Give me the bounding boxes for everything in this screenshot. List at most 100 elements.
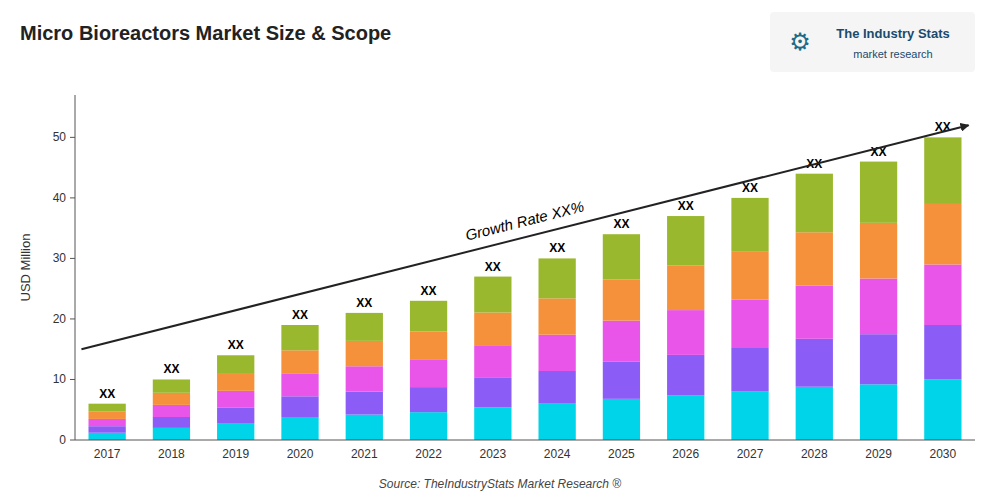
source: Source: TheIndustryStats Market Research… [379, 477, 621, 491]
growth-arrow [81, 125, 968, 349]
x-tick-label: 2024 [544, 447, 571, 461]
bar-segment [924, 137, 961, 204]
bar-segment [860, 223, 897, 279]
bar-segment [89, 433, 126, 440]
bar-segment [539, 258, 576, 298]
y-axis: 01020304050USD Million [18, 95, 75, 447]
bar-segment [410, 301, 447, 332]
x-tick-label: 2020 [287, 447, 314, 461]
bar-segment [474, 407, 511, 440]
x-tick-label: 2027 [737, 447, 764, 461]
x-tick-label: 2022 [415, 447, 442, 461]
bar-segment [796, 174, 833, 233]
bar-label: XX [485, 260, 501, 274]
bar-label: XX [549, 241, 565, 255]
bar-label: XX [228, 338, 244, 352]
y-tick-label: 50 [53, 130, 67, 144]
bar-segment [924, 325, 961, 379]
bar-segment [281, 396, 318, 417]
bars [89, 137, 962, 440]
bar-segment [731, 348, 768, 392]
bar-segment [89, 412, 126, 419]
title: Micro Bioreactors Market Size & Scope [20, 22, 391, 44]
y-tick-label: 30 [53, 251, 67, 265]
y-axis-label: USD Million [18, 234, 33, 302]
logo-box [770, 12, 975, 72]
bar-segment [281, 325, 318, 350]
bar-segment [474, 277, 511, 313]
bar-segment [860, 279, 897, 335]
bar-segment [474, 378, 511, 407]
x-tick-label: 2018 [158, 447, 185, 461]
bar-segment [860, 384, 897, 440]
x-tick-label: 2025 [608, 447, 635, 461]
bar-segment [217, 355, 254, 374]
bar-segment [281, 350, 318, 373]
bar-segment [796, 232, 833, 285]
x-tick-label: 2017 [94, 447, 121, 461]
bar-segment [346, 313, 383, 341]
bar-segment [924, 264, 961, 325]
bar-segment [346, 392, 383, 415]
y-tick-label: 10 [53, 372, 67, 386]
bar-segment [731, 392, 768, 440]
bar-segment [217, 391, 254, 408]
x-tick-label: 2028 [801, 447, 828, 461]
bar-segment [603, 399, 640, 440]
y-tick [70, 197, 75, 198]
bar-segment [217, 374, 254, 391]
growth-label: Growth Rate XX% [464, 197, 586, 243]
bar-segment [474, 345, 511, 378]
logo-icon: ⚙ [789, 28, 811, 56]
bar-segment [153, 379, 190, 392]
bar-segment [603, 234, 640, 279]
chart: Micro Bioreactors Market Size & Scope ⚙ Th… [0, 0, 1000, 500]
bar-segment [153, 417, 190, 428]
bar-segment [474, 313, 511, 346]
bar-segment [667, 395, 704, 440]
bar-segment [539, 335, 576, 371]
bar-segment [89, 419, 126, 426]
x-tick-label: 2019 [222, 447, 249, 461]
bar-segment [667, 265, 704, 310]
bar-segment [217, 408, 254, 423]
bar-segment [860, 162, 897, 223]
bar-label: XX [356, 296, 372, 310]
x-axis-line [75, 440, 975, 441]
x-tick-label: 2026 [672, 447, 699, 461]
y-axis-line [75, 95, 76, 440]
y-tick [70, 318, 75, 319]
bar-segment [153, 428, 190, 440]
logo-name: The Industry Stats [836, 26, 949, 41]
bar-segment [924, 379, 961, 440]
y-tick [70, 379, 75, 380]
bar-segment [667, 355, 704, 395]
bar-segment [281, 373, 318, 396]
bar-segment [603, 362, 640, 399]
bar-segment [796, 387, 833, 440]
bar-segment [346, 415, 383, 440]
x-tick-label: 2029 [865, 447, 892, 461]
bar-segment [667, 310, 704, 355]
bar-segment [603, 321, 640, 362]
bar-segment [410, 359, 447, 387]
bar-segment [153, 393, 190, 405]
bar-segment [731, 300, 768, 348]
y-tick [70, 440, 75, 441]
bar-segment [410, 387, 447, 412]
bar-label: XX [613, 217, 629, 231]
bar-segment [346, 366, 383, 391]
bar-segment [89, 426, 126, 433]
x-axis: 2017201820192020202120222023202420252026… [75, 440, 975, 461]
bar-segment [667, 216, 704, 265]
bar-segment [410, 412, 447, 440]
logo-tagline: market research [853, 48, 932, 60]
bar-segment [539, 404, 576, 440]
bar-segment [346, 341, 383, 366]
bar-label: XX [678, 199, 694, 213]
bar-label: XX [99, 387, 115, 401]
bar-segment [539, 371, 576, 404]
bar-segment [860, 334, 897, 384]
bar-label: XX [163, 362, 179, 376]
bar-label: XX [292, 308, 308, 322]
